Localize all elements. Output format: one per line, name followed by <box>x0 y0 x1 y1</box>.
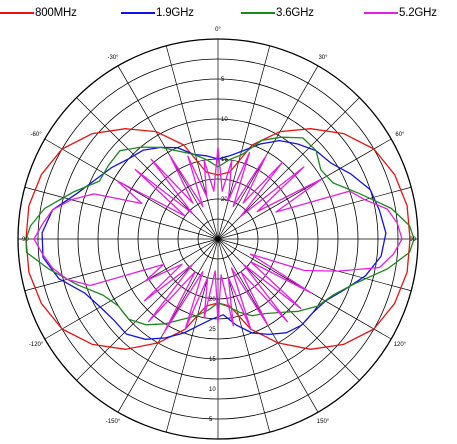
grid-spoke <box>217 186 412 240</box>
grid-spoke <box>76 97 219 240</box>
grid-spoke <box>217 238 271 433</box>
grid-spoke <box>217 238 412 292</box>
legend-label-800mhz: 800MHz <box>35 7 77 19</box>
radial-tick-label: 20 <box>221 197 228 203</box>
radial-tick-label: 15 <box>209 357 216 363</box>
angle-tick-label: 120° <box>394 342 407 348</box>
grid-spoke <box>165 238 219 433</box>
angle-tick-label: 150° <box>317 419 330 425</box>
angle-tick-label: -150° <box>106 419 121 425</box>
grid-spoke <box>117 65 219 240</box>
angle-tick-label: -90 <box>20 237 29 243</box>
grid-spoke <box>217 97 360 240</box>
grid-spoke <box>165 45 219 240</box>
legend-swatch-5-2ghz <box>364 12 398 14</box>
angle-tick-label: 90 <box>409 237 416 243</box>
legend-label-1-9ghz: 1.9GHz <box>156 7 194 19</box>
angle-tick-label: 30° <box>318 55 328 61</box>
legend-label-3-6ghz: 3.6GHz <box>276 7 314 19</box>
angle-tick-label: -30° <box>107 55 119 61</box>
legend: 800MHz 1.9GHz 3.6GHz 5.2GHz <box>0 0 457 26</box>
grid-spoke <box>44 238 219 340</box>
legend-swatch-800mhz <box>0 12 34 14</box>
grid-spoke <box>76 238 219 381</box>
legend-item-800mhz: 800MHz <box>0 6 77 20</box>
grid-spoke <box>217 45 271 240</box>
legend-swatch-1-9ghz <box>121 12 155 14</box>
radial-tick-label: 10 <box>209 387 216 393</box>
polar-series <box>25 128 415 350</box>
radial-tick-label: 20 <box>209 297 216 303</box>
legend-swatch-3-6ghz <box>241 12 275 14</box>
angle-tick-label: -60° <box>31 132 43 138</box>
radial-tick-label: 15 <box>221 157 228 163</box>
grid-spoke <box>44 138 219 240</box>
radial-tick-label: 25 <box>209 327 216 333</box>
grid-spoke <box>24 186 219 240</box>
legend-item-5-2ghz: 5.2GHz <box>364 6 437 20</box>
legend-item-1-9ghz: 1.9GHz <box>121 6 194 20</box>
radial-tick-label: 5 <box>221 77 225 83</box>
angle-tick-label: 0° <box>215 27 221 33</box>
radial-tick-label: 10 <box>221 117 228 123</box>
series-line-5-2ghz <box>33 146 403 334</box>
grid-spoke <box>217 65 319 240</box>
grid-spoke <box>24 238 219 292</box>
grid-spoke <box>217 238 360 381</box>
angle-tick-label: 60° <box>395 132 405 138</box>
legend-label-5-2ghz: 5.2GHz <box>399 7 437 19</box>
polar-labels: 0°30°60°90120°150°180°-150°-120°-90-60°-… <box>20 27 417 425</box>
series-line-3-6ghz <box>25 136 415 326</box>
radial-tick-label: 5 <box>209 417 213 423</box>
legend-item-3-6ghz: 3.6GHz <box>241 6 314 20</box>
polar-grid <box>17 38 419 440</box>
angle-tick-label: -120° <box>29 342 44 348</box>
grid-spoke <box>217 138 392 240</box>
